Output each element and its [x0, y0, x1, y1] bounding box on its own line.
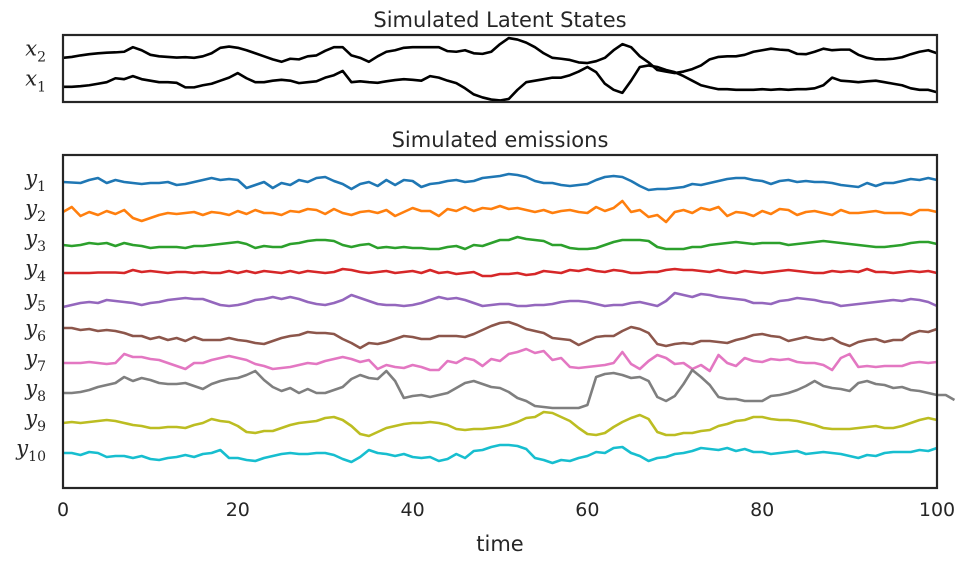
emission-y-tick-y1: y1 — [24, 166, 46, 195]
emission-y-tick-y7: y7 — [24, 346, 46, 375]
latent-states-title: Simulated Latent States — [373, 8, 626, 32]
emission-y-tick-y8: y8 — [24, 376, 46, 405]
emission-y-tick-y4: y4 — [24, 256, 46, 285]
latent-series-line-2 — [63, 64, 938, 102]
x-tick-100: 100 — [919, 499, 955, 521]
emission-y-tick-y6: y6 — [24, 316, 46, 345]
x-tick-20: 20 — [226, 499, 250, 521]
emissions-frame — [61, 153, 939, 490]
emission-series-line-9 — [62, 410, 938, 438]
emission-series-line-4 — [63, 267, 938, 278]
latent-y-tick-x1: x1 — [25, 67, 46, 96]
emission-series-line-5 — [62, 291, 938, 309]
emission-series-line-1 — [62, 172, 938, 192]
latent-series-line-1 — [62, 36, 938, 75]
x-tick-0: 0 — [57, 499, 69, 521]
emissions-title: Simulated emissions — [392, 128, 609, 152]
latent-states-frame — [61, 33, 939, 104]
emission-series-line-8 — [63, 368, 956, 410]
emission-y-tick-y2: y2 — [24, 196, 46, 225]
x-tick-40: 40 — [401, 499, 425, 521]
emission-series-line-7 — [63, 347, 938, 373]
x-tick-80: 80 — [750, 499, 774, 521]
emission-y-tick-y5: y5 — [24, 286, 46, 315]
x-axis-label: time — [476, 532, 523, 556]
emission-series-line-3 — [62, 235, 938, 251]
x-tick-60: 60 — [575, 499, 599, 521]
emission-series-line-2 — [62, 199, 938, 224]
latent-series-group — [62, 36, 938, 102]
emissions-panel: Simulated emissions y1y2y3y4y5y6y7y8y9y1… — [15, 128, 955, 556]
latent-y-tick-x2: x2 — [25, 36, 46, 65]
x-tick-labels: 0 20 40 60 80 100 — [57, 499, 955, 521]
emission-series-group — [62, 172, 956, 465]
emission-series-line-10 — [63, 443, 938, 465]
emission-y-tick-y10: y10 — [15, 436, 46, 465]
emission-y-tick-y9: y9 — [24, 406, 46, 435]
emission-series-line-6 — [63, 320, 938, 350]
emission-y-tick-y3: y3 — [24, 226, 46, 255]
